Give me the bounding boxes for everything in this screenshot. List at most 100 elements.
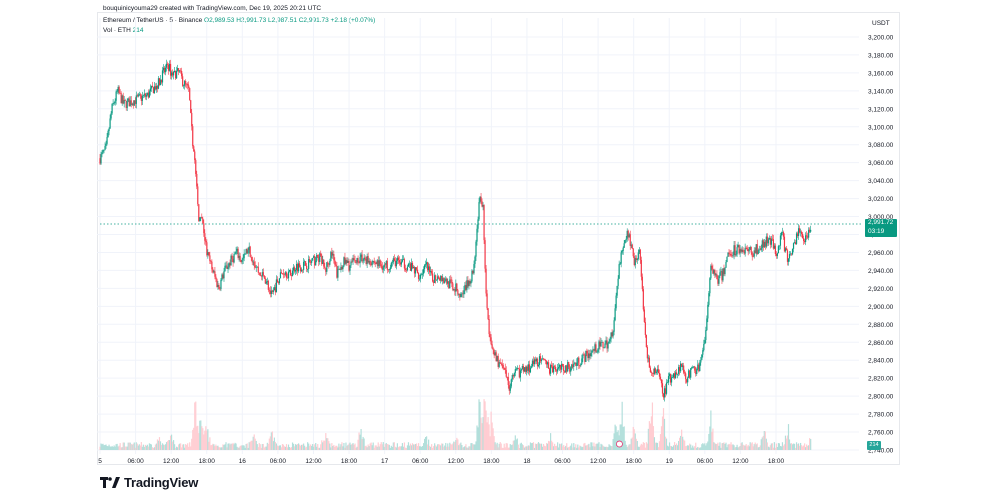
volume-bar [453, 441, 455, 450]
candle-body [398, 260, 400, 263]
candle-body [122, 95, 124, 104]
volume-bar [206, 430, 208, 450]
volume-bar [437, 444, 439, 450]
volume-bar [379, 444, 381, 450]
volume-bar [644, 447, 646, 450]
volume-bar [574, 447, 576, 450]
volume-bar [399, 446, 401, 450]
volume-bar [732, 444, 734, 450]
candle-body [738, 245, 740, 254]
candle-body [103, 149, 105, 151]
x-tick-label: 17 [381, 458, 389, 465]
candle-body [737, 245, 739, 248]
candle-body [485, 268, 487, 294]
volume-bar [161, 443, 164, 450]
volume-bar [375, 445, 377, 450]
volume-bar [320, 444, 322, 450]
candle-body [569, 366, 571, 372]
volume-bar [290, 447, 293, 450]
volume-bar [235, 443, 237, 450]
volume-bar [458, 445, 460, 450]
volume-bar [461, 445, 463, 450]
volume-bar [760, 439, 762, 450]
volume-bar [739, 445, 741, 450]
currency-label[interactable]: USDT [872, 20, 890, 27]
volume-bar [345, 442, 347, 450]
volume-bar [668, 442, 671, 450]
volume-bar [118, 445, 120, 450]
candle-body [554, 366, 556, 368]
volume-bar [419, 446, 422, 450]
candle-body [581, 358, 583, 364]
candle-body [618, 264, 620, 279]
candle-body [300, 267, 302, 272]
volume-bar [647, 428, 649, 450]
candle-body [370, 264, 372, 266]
volume-bar [568, 447, 570, 450]
volume-bar [559, 443, 561, 450]
candle-body [507, 376, 509, 385]
volume-bar [395, 447, 397, 450]
x-tick-label: 18 [523, 458, 531, 465]
volume-bar [312, 443, 314, 450]
candle-body [755, 244, 757, 253]
candle-body [603, 347, 605, 349]
candle-body [534, 359, 537, 362]
volume-bar [409, 443, 412, 450]
volume-bar [634, 433, 636, 450]
volume-bar [152, 447, 155, 450]
brand-footer[interactable]: TradingView [100, 475, 198, 490]
candle-body [645, 334, 647, 348]
volume-bar [533, 447, 536, 450]
candle-body [780, 232, 783, 236]
candle-body [538, 356, 541, 365]
volume-bar [783, 444, 786, 450]
volume-bar [360, 429, 362, 450]
volume-bar [307, 442, 309, 450]
candle-body [695, 370, 697, 374]
x-tick-label: 12:00 [305, 458, 322, 465]
candle-body [235, 251, 237, 254]
candle-body [761, 240, 763, 248]
candle-body [279, 272, 282, 279]
candle-body [791, 248, 794, 255]
candle-body [501, 363, 503, 365]
candle-body [710, 265, 712, 279]
volume-bar [555, 445, 557, 450]
volume-legend[interactable]: Vol · ETH 214 [103, 27, 143, 34]
volume-bar [777, 443, 780, 450]
volume-bar [200, 420, 202, 450]
candle-body [154, 86, 157, 90]
volume-bar [539, 443, 542, 450]
volume-bar [761, 437, 763, 450]
volume-bar [214, 446, 216, 450]
volume-bar [225, 442, 227, 450]
volume-bar [350, 444, 352, 450]
candle-body [160, 79, 163, 83]
candle-body [153, 86, 156, 94]
volume-bar [374, 445, 376, 450]
volume-bar [622, 426, 624, 450]
volume-bar [460, 442, 462, 450]
candle-body [295, 264, 298, 270]
symbol-legend[interactable]: Ethereum / TetherUS · 5 · Binance O2,989… [103, 17, 375, 24]
candle-body [673, 373, 676, 379]
volume-bar [171, 441, 174, 450]
candle-body [140, 95, 142, 101]
volume-bar [304, 445, 306, 450]
candle-body [113, 103, 115, 104]
candle-body [211, 261, 213, 270]
candle-body [281, 273, 284, 274]
candle-body [413, 267, 416, 274]
candle-body [677, 373, 679, 375]
volume-bar [598, 442, 600, 450]
volume-bar [497, 447, 499, 450]
volume-bar [768, 447, 770, 450]
volume-bar [145, 445, 147, 450]
volume-bar [788, 439, 791, 450]
x-tick-label: 06:00 [270, 458, 287, 465]
candle-body [590, 352, 592, 357]
volume-bar [294, 444, 297, 450]
candle-body [614, 308, 616, 321]
